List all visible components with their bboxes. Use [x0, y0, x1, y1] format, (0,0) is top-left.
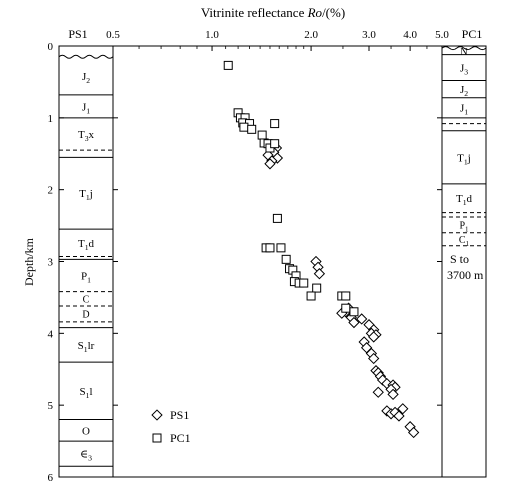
stratum-label: P1	[81, 270, 91, 284]
outer-border	[58, 45, 487, 478]
point-pc1	[270, 139, 280, 149]
y-tick-label: 0	[48, 41, 54, 53]
stratum-label: C	[83, 294, 90, 305]
legend-label-ps1: PS1	[170, 408, 189, 422]
point-pc1	[223, 60, 233, 70]
stratum-label: P1	[459, 220, 469, 233]
stratum-label: T3x	[78, 129, 95, 143]
point-pc1	[276, 243, 286, 253]
point-pc1	[299, 278, 309, 288]
right-column-note-line1: S to	[450, 252, 469, 266]
y-tick-label: 5	[48, 400, 54, 412]
point-ps1	[313, 268, 326, 280]
point-pc1	[272, 213, 282, 223]
point-pc1	[281, 254, 291, 264]
stratum-label: J2	[82, 71, 90, 85]
point-ps1	[393, 410, 405, 422]
x-axis-ticks: 0.5 1.0 2.0 3.0 4.0 5.0	[106, 29, 449, 51]
legend-marker-ps1	[151, 409, 163, 421]
x-tick-label: 4.0	[403, 29, 417, 41]
stratum-label: J3	[460, 63, 468, 77]
right-column-title: PC1	[462, 27, 483, 41]
point-pc1	[270, 119, 280, 129]
y-axis-ticks: 0 1 2 3 4 5 6	[48, 41, 442, 484]
stratum-label: T1j	[79, 188, 93, 202]
y-tick-label: 1	[48, 113, 54, 125]
left-stratigraphic-column: J2 J1 T3x T1j T1d P1 CD S1lr S1l O ∈3	[58, 54, 114, 467]
y-tick-label: 2	[48, 185, 54, 197]
stratum-label: T1j	[457, 152, 471, 166]
point-pc1	[306, 291, 316, 301]
x-tick-label: 1.0	[205, 29, 219, 41]
stratum-label: S1lr	[78, 340, 95, 354]
stratum-label: T1d	[78, 238, 95, 252]
right-column-note-line2: 3700 m	[447, 268, 484, 282]
left-column-title: PS1	[68, 27, 87, 41]
stratum-label: N	[460, 47, 467, 58]
y-axis-title: Depth/km	[22, 237, 36, 286]
stratum-label: O	[82, 425, 90, 437]
chart-title-italic: Ro	[307, 5, 323, 20]
x-tick-label: 5.0	[435, 29, 449, 41]
chart-title-suffix: /(%)	[322, 5, 345, 20]
point-pc1	[349, 307, 359, 317]
stratum-label: C1	[459, 235, 470, 248]
point-ps1	[356, 313, 368, 325]
unconformity-wavy-line	[441, 46, 487, 51]
unconformity-wavy-line	[58, 54, 114, 59]
point-pc1	[341, 303, 351, 313]
x-tick-label: 0.5	[106, 29, 120, 41]
point-ps1	[368, 331, 380, 343]
point-pc1	[239, 122, 249, 132]
point-pc1	[257, 130, 267, 140]
stratum-label: S1l	[79, 386, 92, 400]
point-pc1	[247, 124, 257, 134]
stratum-label: D	[82, 310, 89, 321]
point-ps1	[372, 386, 384, 398]
point-ps1	[264, 158, 276, 170]
point-ps1	[407, 426, 420, 439]
chart-title: Vitrinite reflectance Ro/(%)	[201, 5, 345, 20]
plot-frame	[58, 45, 487, 478]
legend-marker-pc1	[152, 433, 162, 443]
y-tick-label: 3	[48, 257, 54, 269]
chart-title-prefix: Vitrinite reflectance	[201, 5, 308, 20]
point-ps1	[397, 403, 409, 415]
stratum-label: J2	[460, 84, 468, 98]
x-tick-label: 2.0	[304, 29, 318, 41]
stratum-label: T1d	[456, 193, 473, 207]
legend: PS1 PC1	[151, 408, 191, 445]
right-stratigraphic-column: N J3 J2 J1 T1j T1d P1 C1 S to 3700 m	[441, 46, 487, 282]
stratum-label: ∈3	[80, 449, 92, 463]
point-ps1	[348, 316, 360, 329]
stratum-label: J1	[82, 101, 90, 115]
x-tick-label: 3.0	[362, 29, 376, 41]
y-tick-label: 4	[48, 328, 54, 340]
point-ps1	[387, 388, 399, 401]
data-points	[223, 60, 420, 439]
point-pc1	[312, 283, 322, 293]
y-tick-label: 6	[48, 472, 54, 484]
legend-label-pc1: PC1	[170, 431, 191, 445]
point-pc1	[341, 291, 351, 301]
point-ps1	[368, 352, 380, 365]
point-pc1	[265, 243, 275, 253]
stratum-label: J1	[460, 103, 468, 117]
